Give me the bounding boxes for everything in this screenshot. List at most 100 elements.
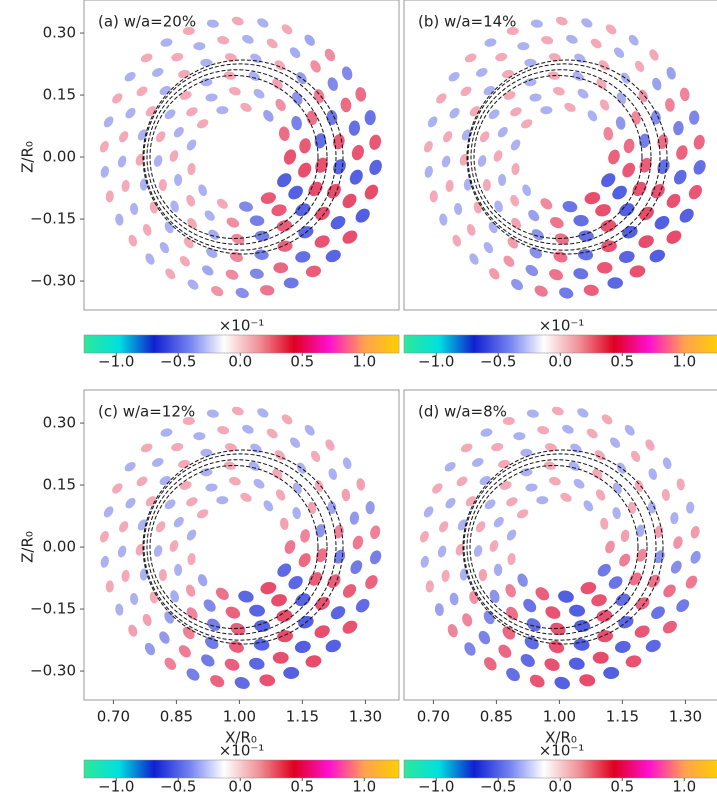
mode-blob [525, 483, 538, 492]
mode-blob [600, 219, 617, 232]
mode-blob [326, 110, 338, 125]
mode-blob [479, 476, 491, 486]
mode-blob [365, 501, 375, 515]
mode-blob [469, 253, 479, 265]
mode-blob [676, 478, 685, 491]
mode-blob [186, 107, 198, 117]
mode-blob [277, 630, 294, 643]
mode-blob [231, 406, 244, 416]
mode-blob [115, 213, 124, 226]
mode-blob [291, 115, 302, 131]
colorbar-tick-label: −1.0 [418, 353, 454, 371]
mode-blob [125, 497, 136, 509]
mode-blob [231, 233, 245, 245]
mode-blob [489, 268, 500, 280]
colorbar-tick-label: 0.5 [290, 353, 314, 371]
colorbar-tick-label: 0.0 [228, 778, 252, 796]
mode-blob [573, 478, 585, 489]
mode-blob [125, 107, 136, 119]
mode-blob [260, 285, 275, 296]
x-tick-label: 1.00 [543, 708, 576, 726]
mode-blob [639, 133, 650, 149]
mode-blob [228, 86, 241, 96]
mode-blob [224, 658, 240, 671]
mode-blob [142, 613, 152, 626]
colorbar-tick-label: 1.0 [672, 353, 696, 371]
mode-blob [263, 500, 274, 512]
mode-blob [231, 16, 244, 26]
mode-blob [100, 555, 109, 568]
mode-blob [634, 480, 644, 492]
mode-blob [649, 49, 659, 61]
mode-blob [586, 428, 598, 439]
mode-blob [325, 249, 341, 263]
colorbar-tick-label: −1.0 [418, 778, 454, 796]
mode-blob [203, 599, 216, 612]
mode-blob [690, 550, 701, 564]
mode-blob [342, 620, 358, 634]
mode-blob [349, 169, 363, 185]
mode-blob [548, 53, 561, 62]
mode-blob [495, 52, 508, 62]
mode-blob [568, 461, 580, 471]
mode-blob [266, 38, 278, 49]
mode-blob [305, 655, 322, 668]
colorbar-tick-label: −0.5 [160, 778, 196, 796]
mode-blob [342, 193, 357, 209]
mode-blob [186, 194, 196, 207]
mode-blob [634, 625, 650, 638]
mode-blob [283, 667, 300, 679]
flux-surface [462, 449, 664, 645]
mode-blob [545, 606, 561, 619]
mode-blob [445, 497, 456, 509]
mode-blob [661, 488, 670, 501]
flux-surface [142, 449, 344, 645]
mode-blob [572, 71, 584, 81]
mode-structure [99, 406, 382, 689]
mode-blob [128, 234, 138, 247]
mode-blob [441, 569, 450, 582]
mode-blob [622, 162, 636, 178]
mode-blob [529, 674, 545, 688]
mode-blob [520, 448, 533, 457]
mode-blob [249, 657, 265, 670]
mode-blob [304, 34, 315, 46]
mode-blob [448, 71, 460, 82]
mode-blob [636, 524, 645, 537]
mode-blob [349, 511, 360, 525]
mode-blob [540, 198, 553, 210]
mode-blob [276, 609, 293, 623]
mode-blob [443, 131, 453, 143]
mode-blob [579, 674, 596, 687]
mode-blob [254, 230, 270, 242]
mode-blob [205, 483, 218, 492]
mode-blob [441, 155, 451, 168]
flux-surface [466, 459, 648, 635]
mode-blob [590, 38, 602, 49]
flux-surface [143, 453, 337, 641]
mode-blob [423, 140, 433, 153]
y-tick-label: −0.15 [30, 600, 76, 618]
mode-blob [164, 109, 176, 120]
mode-blob [536, 496, 549, 505]
mode-blob [647, 501, 656, 514]
mode-blob [275, 98, 286, 112]
mode-blob [491, 442, 504, 452]
mode-blob [550, 622, 566, 636]
mode-blob [197, 574, 208, 587]
colorbar-tick-label: 0.0 [228, 353, 252, 371]
mode-blob [685, 575, 698, 589]
mode-blob [315, 206, 330, 221]
y-tick-label: −0.15 [30, 210, 76, 228]
mode-blob [484, 657, 497, 671]
mode-blob [466, 224, 476, 236]
mode-blob [200, 448, 213, 457]
mode-blob [229, 251, 243, 263]
mode-blob [103, 116, 114, 128]
mode-blob [560, 492, 572, 502]
mode-blob [186, 497, 198, 507]
mode-blob [577, 249, 594, 261]
mode-blob [524, 58, 537, 67]
mode-blob [238, 590, 254, 603]
flux-surface [470, 69, 652, 245]
